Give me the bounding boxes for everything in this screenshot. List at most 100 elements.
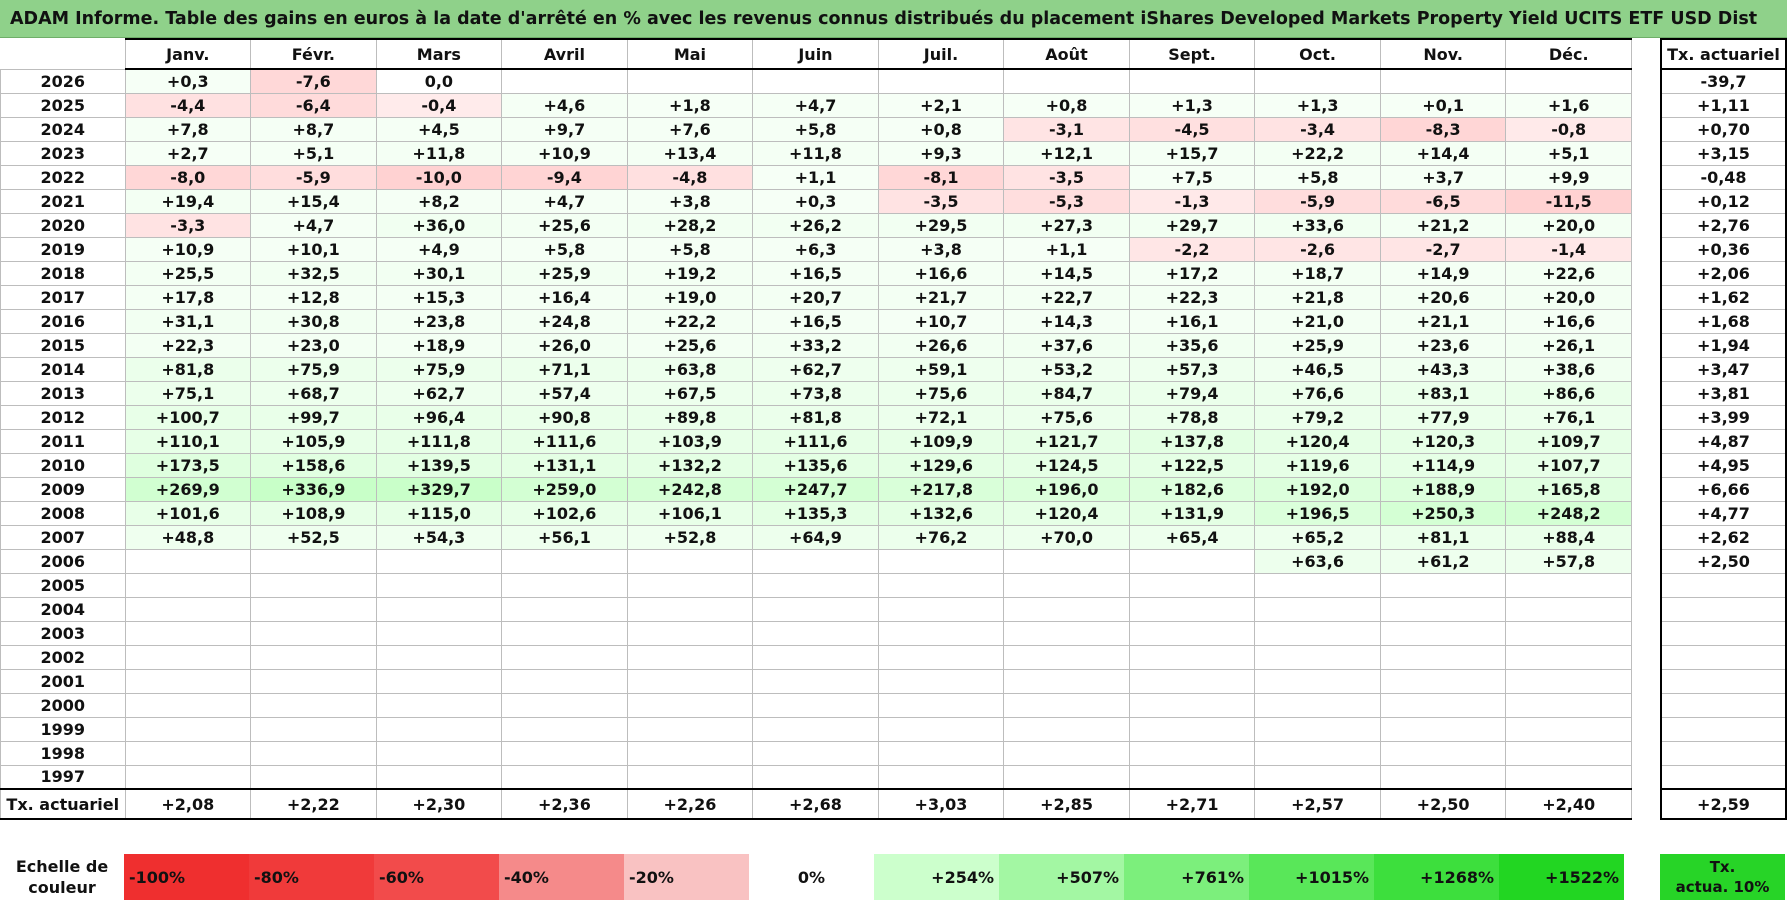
- gain-cell: [1254, 620, 1381, 646]
- gain-cell: +75,9: [250, 356, 377, 382]
- gain-cell: +135,3: [752, 500, 879, 526]
- gain-cell: [1128, 596, 1256, 622]
- gain-cell: +75,1: [124, 380, 252, 406]
- gain-cell: [1505, 644, 1632, 670]
- gain-cell: [752, 572, 879, 598]
- gain-cell: [1254, 572, 1381, 598]
- summary-rate-cell: +2,36: [501, 788, 628, 820]
- gain-cell: +336,9: [250, 476, 377, 502]
- year-row: 2026 +0,3 -7,6 0,0: [0, 68, 1632, 94]
- gain-cell: [250, 740, 377, 766]
- gain-cell: [626, 596, 754, 622]
- gain-cell: [501, 548, 628, 574]
- gain-cell: +4,7: [501, 188, 628, 214]
- gain-cell: [250, 620, 377, 646]
- gain-cell: -3,4: [1254, 116, 1381, 142]
- gain-cell: +22,3: [124, 332, 252, 358]
- gain-cell: [250, 716, 377, 742]
- gain-cell: +77,9: [1379, 404, 1507, 430]
- gain-cell: +5,8: [626, 236, 754, 262]
- gain-cell: -8,0: [124, 164, 252, 190]
- gain-cell: [124, 716, 252, 742]
- gain-cell: [250, 668, 377, 694]
- gain-cell: +119,6: [1254, 452, 1381, 478]
- gain-cell: +5,8: [752, 116, 879, 142]
- gain-cell: +8,7: [250, 116, 377, 142]
- gain-cell: +188,9: [1379, 476, 1507, 502]
- gain-cell: +21,1: [1379, 308, 1507, 334]
- gain-cell: +10,9: [124, 236, 252, 262]
- gain-cell: +20,0: [1505, 212, 1632, 238]
- year-label: 2011: [0, 428, 126, 454]
- year-row: 2024 +7,8 +8,7 +4,5 +9,7 +7,6 +5,8 +0,8 -3,1 -4,5…: [0, 116, 1632, 142]
- gain-cell: +3,8: [626, 188, 754, 214]
- gain-cell: [124, 644, 252, 670]
- gain-cell: +25,9: [501, 260, 628, 286]
- gain-cell: +101,6: [124, 500, 252, 526]
- gain-cell: +29,7: [1128, 212, 1256, 238]
- month-header: Mai: [626, 38, 754, 70]
- gain-cell: +22,2: [626, 308, 754, 334]
- gain-cell: [1254, 68, 1381, 94]
- gain-cell: +21,7: [877, 284, 1005, 310]
- gain-cell: +43,3: [1379, 356, 1507, 382]
- gain-cell: [626, 68, 754, 94]
- monthly-gains-table: Janv. Févr. Mars Avril Mai Juin Juil. Août Sept.…: [0, 38, 1632, 820]
- annualized-rate-cell: +2,62: [1660, 524, 1787, 550]
- gain-cell: +329,7: [375, 476, 503, 502]
- color-scale-swatch: +1522%: [1499, 854, 1624, 900]
- month-header: Août: [1003, 38, 1130, 70]
- gain-cell: +13,4: [626, 140, 754, 166]
- gain-cell: 0,0: [375, 68, 503, 94]
- color-scale-swatch: -40%: [499, 854, 624, 900]
- gain-cell: +62,7: [375, 380, 503, 406]
- gain-cell: [752, 68, 879, 94]
- gain-cell: [124, 740, 252, 766]
- gain-cell: +22,7: [1003, 284, 1130, 310]
- gain-cell: +4,7: [250, 212, 377, 238]
- gain-cell: [501, 692, 628, 718]
- gain-cell: +61,2: [1379, 548, 1507, 574]
- gain-cell: +3,7: [1379, 164, 1507, 190]
- gain-cell: -10,0: [375, 164, 503, 190]
- gain-cell: -3,1: [1003, 116, 1130, 142]
- gain-cell: [375, 740, 503, 766]
- year-label: 2015: [0, 332, 126, 358]
- gain-cell: +36,0: [375, 212, 503, 238]
- annualized-rate-cell: +1,94: [1660, 332, 1787, 358]
- gain-cell: [877, 620, 1005, 646]
- year-label: 2004: [0, 596, 126, 622]
- summary-annualized-rate: +2,59: [1660, 788, 1787, 820]
- gain-cell: +25,9: [1254, 332, 1381, 358]
- gain-cell: +102,6: [501, 500, 628, 526]
- year-label: 2019: [0, 236, 126, 262]
- gain-cell: +16,6: [1505, 308, 1632, 334]
- color-scale-swatch: -80%: [249, 854, 374, 900]
- gain-cell: +131,9: [1128, 500, 1256, 526]
- gain-cell: -7,6: [250, 68, 377, 94]
- gain-cell: +81,8: [752, 404, 879, 430]
- color-scale-swatch: -100%: [124, 854, 249, 900]
- gain-cell: +9,9: [1505, 164, 1632, 190]
- gain-cell: [250, 596, 377, 622]
- gain-cell: [501, 668, 628, 694]
- gain-cell: +14,4: [1379, 140, 1507, 166]
- gain-cell: +15,3: [375, 284, 503, 310]
- gain-cell: +15,7: [1128, 140, 1256, 166]
- annualized-rate-cell: [1660, 620, 1787, 646]
- gain-cell: [1254, 764, 1381, 790]
- summary-rate-cell: +3,03: [877, 788, 1005, 820]
- year-label: 1998: [0, 740, 126, 766]
- gain-cell: +75,6: [1003, 404, 1130, 430]
- year-row: 2016 +31,1 +30,8 +23,8 +24,8 +22,2 +16,5 +10,7 +…: [0, 308, 1632, 334]
- annualized-rate-cell: +3,99: [1660, 404, 1787, 430]
- gain-cell: +105,9: [250, 428, 377, 454]
- gain-cell: +15,4: [250, 188, 377, 214]
- gain-cell: +107,7: [1505, 452, 1632, 478]
- gain-cell: +1,6: [1505, 92, 1632, 118]
- gain-cell: [752, 548, 879, 574]
- gain-cell: +120,3: [1379, 428, 1507, 454]
- gain-cell: [1128, 644, 1256, 670]
- gain-cell: +10,9: [501, 140, 628, 166]
- gain-cell: +25,5: [124, 260, 252, 286]
